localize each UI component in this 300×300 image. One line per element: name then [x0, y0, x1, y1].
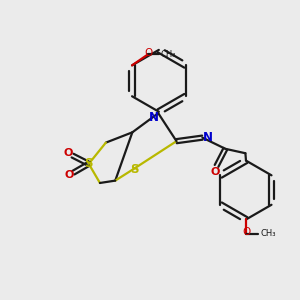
Text: S: S: [130, 163, 138, 176]
Text: O: O: [144, 48, 153, 58]
Text: CH₃: CH₃: [160, 50, 176, 59]
Text: O: O: [64, 170, 74, 180]
Text: O: O: [211, 167, 220, 177]
Text: N: N: [149, 111, 159, 124]
Text: CH₃: CH₃: [261, 229, 276, 238]
Text: O: O: [64, 148, 73, 158]
Text: O: O: [242, 227, 250, 237]
Text: N: N: [203, 130, 213, 143]
Text: S: S: [85, 157, 93, 170]
